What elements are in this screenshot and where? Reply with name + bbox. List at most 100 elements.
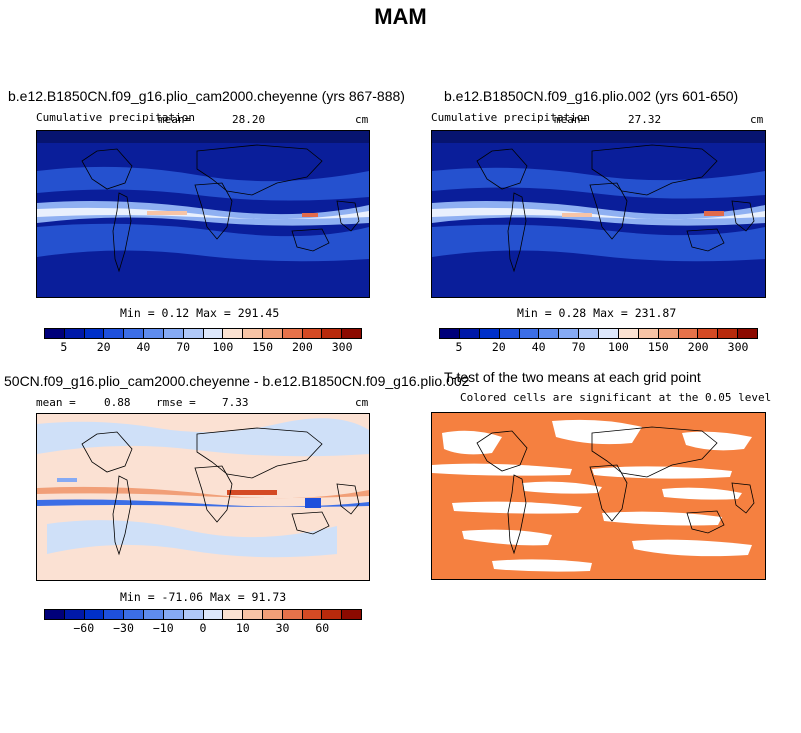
colorbar-tick-label: −10 — [152, 621, 174, 635]
colorbar-cell — [183, 329, 204, 338]
panel-3-minmax: Min = -71.06 Max = 91.73 — [120, 590, 287, 604]
colorbar-cell — [440, 329, 460, 338]
panel-2-units: cm — [750, 113, 764, 126]
colorbar-cell — [104, 329, 125, 338]
colorbar-cell — [64, 610, 85, 619]
colorbar-tick-label: −30 — [113, 621, 134, 635]
colorbar-cell — [163, 329, 184, 338]
colorbar-tick-label: 0 — [199, 621, 207, 635]
panel-4-title: T-test of the two means at each grid poi… — [444, 369, 701, 385]
colorbar-tick-label: 100 — [608, 340, 629, 354]
colorbar-tick-label: 60 — [315, 621, 330, 635]
colorbar-cell — [223, 329, 244, 338]
colorbar-cell — [678, 329, 699, 338]
colorbar-cell — [559, 329, 580, 338]
colorbar-cell — [163, 610, 184, 619]
figure-title: MAM — [374, 4, 427, 29]
colorbar-cell — [698, 329, 719, 338]
colorbar-cell — [124, 329, 145, 338]
panel-2-precip-map — [431, 130, 766, 298]
colorbar-cell — [203, 329, 224, 338]
colorbar-cell — [658, 329, 679, 338]
colorbar-tick-label: 300 — [727, 340, 749, 354]
panel-1-variable: Cumulative precipitation — [36, 111, 195, 124]
colorbar-tick-label: 5 — [455, 340, 463, 354]
colorbar-cell — [282, 329, 303, 338]
colorbar-cell — [282, 610, 303, 619]
colorbar-cell — [223, 610, 244, 619]
panel-2-colorbar-ticks: 5 20 40 70 100 150 200 300 — [439, 338, 758, 354]
colorbar-cell — [144, 610, 164, 619]
panel-1-colorbar — [44, 328, 362, 339]
colorbar-cell — [519, 329, 540, 338]
colorbar-tick-label: 200 — [687, 340, 709, 354]
panel-2-colorbar — [439, 328, 758, 339]
colorbar-cell — [84, 329, 105, 338]
colorbar-tick-label: −60 — [73, 621, 95, 635]
panel-4-subtitle: Colored cells are significant at the 0.0… — [460, 391, 772, 404]
colorbar-cell — [124, 610, 145, 619]
colorbar-cell — [243, 329, 263, 338]
panel-2-minmax: Min = 0.28 Max = 231.87 — [517, 306, 677, 320]
panel-1-units: cm — [355, 113, 369, 126]
colorbar-tick-label: 100 — [212, 340, 234, 354]
colorbar-tick-label: 20 — [96, 340, 111, 354]
panel-3-colorbar-ticks: −60 −30 −10 0 10 30 60 — [44, 619, 362, 635]
panel-3-mean-label: mean = — [36, 396, 76, 409]
colorbar-cell — [183, 610, 204, 619]
colorbar-cell — [579, 329, 599, 338]
colorbar-cell — [342, 610, 361, 619]
colorbar-cell — [718, 329, 739, 338]
colorbar-tick-label: 150 — [647, 340, 669, 354]
colorbar-cell — [302, 610, 323, 619]
colorbar-tick-label: 70 — [571, 340, 586, 354]
panel-3-rmse-label: rmse = — [156, 396, 196, 409]
panel-1-minmax: Min = 0.12 Max = 291.45 — [120, 306, 280, 320]
colorbar-cell — [84, 610, 105, 619]
colorbar-cell — [302, 329, 323, 338]
panel-3-title: 50CN.f09_g16.plio_cam2000.cheyenne - b.e… — [4, 373, 470, 389]
panel-4-ttest-map — [431, 412, 766, 580]
colorbar-cell — [479, 329, 500, 338]
colorbar-cell — [638, 329, 659, 338]
panel-1-precip-map — [36, 130, 370, 298]
colorbar-tick-label: 300 — [331, 340, 353, 354]
panel-2-mean-label: mean= — [554, 113, 588, 126]
colorbar-cell — [738, 329, 757, 338]
colorbar-cell — [243, 610, 263, 619]
colorbar-cell — [104, 610, 125, 619]
colorbar-tick-label: 20 — [491, 340, 506, 354]
colorbar-cell — [45, 329, 65, 338]
colorbar-tick-label: 70 — [176, 340, 191, 354]
colorbar-tick-label: 40 — [531, 340, 546, 354]
colorbar-tick-label: 40 — [136, 340, 151, 354]
panel-2-variable: Cumulative precipitation — [431, 111, 590, 124]
colorbar-tick-label: 5 — [60, 340, 68, 354]
panel-2-mean-value: 27.32 — [628, 113, 662, 126]
panel-1-mean-value: 28.20 — [232, 113, 266, 126]
panel-3-rmse-value: 7.33 — [222, 396, 249, 409]
panel-3-difference-map — [36, 413, 370, 581]
panel-1-title: b.e12.B1850CN.f09_g16.plio_cam2000.cheye… — [8, 88, 405, 104]
colorbar-cell — [203, 610, 224, 619]
colorbar-cell — [322, 610, 343, 619]
colorbar-cell — [262, 329, 283, 338]
panel-2-title: b.e12.B1850CN.f09_g16.plio.002 (yrs 601-… — [444, 88, 739, 104]
colorbar-tick-label: 200 — [291, 340, 313, 354]
panel-1-colorbar-ticks: 5 20 40 70 100 150 200 300 — [44, 338, 362, 354]
panel-3-colorbar — [44, 609, 362, 620]
colorbar-tick-label: 30 — [275, 621, 290, 635]
colorbar-cell — [262, 610, 283, 619]
panel-3-units: cm — [355, 396, 369, 409]
colorbar-tick-label: 150 — [252, 340, 274, 354]
colorbar-cell — [45, 610, 65, 619]
colorbar-cell — [599, 329, 619, 338]
colorbar-tick-label: 10 — [235, 621, 250, 635]
colorbar-cell — [618, 329, 639, 338]
colorbar-cell — [144, 329, 164, 338]
colorbar-cell — [499, 329, 520, 338]
colorbar-cell — [64, 329, 85, 338]
panel-3-mean-value: 0.88 — [104, 396, 131, 409]
colorbar-cell — [342, 329, 361, 338]
colorbar-cell — [459, 329, 480, 338]
